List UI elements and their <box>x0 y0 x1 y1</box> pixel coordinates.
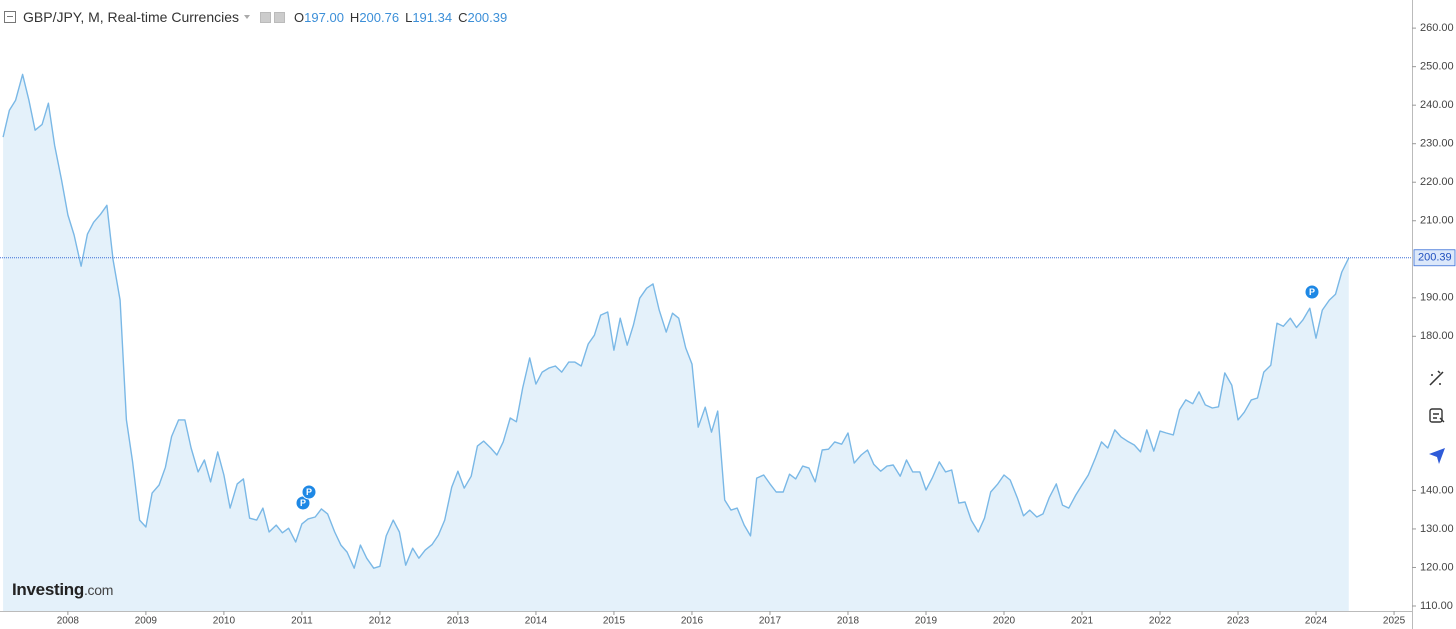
y-tick-label: 230.00 <box>1420 138 1454 150</box>
toolbar-icon <box>1429 370 1444 386</box>
y-tick-label: 240.00 <box>1420 99 1454 111</box>
toolbar-button[interactable] <box>1419 361 1455 395</box>
y-tick-label: 250.00 <box>1420 61 1454 73</box>
ohlc-key: C <box>458 10 468 25</box>
toolbar-button[interactable] <box>1419 439 1455 473</box>
ohlc-value: 197.00 <box>304 10 344 25</box>
ohlc-value: 191.34 <box>412 10 453 25</box>
x-tick-label: 2023 <box>1227 616 1250 627</box>
x-tick-label: 2008 <box>57 616 80 627</box>
area-fill <box>3 74 1349 611</box>
event-marker-label: P <box>306 487 312 497</box>
x-tick-label: 2020 <box>993 616 1016 627</box>
toolbar-icon <box>1429 448 1445 464</box>
x-tick-label: 2022 <box>1149 616 1172 627</box>
y-tick-label: 140.00 <box>1420 484 1454 496</box>
x-tick-label: 2025 <box>1383 616 1406 627</box>
ohlc-key: L <box>405 10 413 25</box>
x-tick-label: 2014 <box>525 616 548 627</box>
toolbar-icon <box>1433 413 1445 423</box>
event-marker-circle <box>301 484 317 500</box>
logo: Investing.com <box>12 580 113 600</box>
y-tick-label: 130.00 <box>1420 523 1454 535</box>
toolbar-icon <box>1429 408 1443 423</box>
chart-header: GBP/JPY, M, Real-time Currencies O197.00… <box>4 8 507 26</box>
event-marker[interactable]: P <box>1304 284 1320 300</box>
x-tick-label: 2018 <box>837 616 860 627</box>
x-tick-label: 2012 <box>369 616 392 627</box>
dropdown-caret[interactable] <box>244 15 251 19</box>
x-tick-label: 2019 <box>915 616 938 627</box>
toolbar-bg <box>1419 398 1455 432</box>
ohlc-values: O197.00 H200.76 L191.34 C200.39 <box>288 9 507 25</box>
ohlc-key: O <box>294 10 305 25</box>
x-tick-label: 2024 <box>1305 616 1328 627</box>
event-marker-label: P <box>1309 287 1315 297</box>
ohlc-value: 200.76 <box>359 10 400 25</box>
price-line <box>2 73 1350 569</box>
logo-brand: Investing <box>12 580 84 599</box>
logo-suffix: .com <box>83 582 114 598</box>
y-tick-label: 110.00 <box>1420 600 1453 612</box>
x-tick-label: 2011 <box>291 616 313 627</box>
chart-title: GBP/JPY, M, Real-time Currencies <box>23 9 240 25</box>
y-tick-label: 210.00 <box>1420 215 1454 227</box>
toolbar-button[interactable] <box>1419 398 1455 432</box>
event-marker-label: P <box>300 498 306 508</box>
close-icon[interactable] <box>274 11 286 23</box>
collapse-icon[interactable] <box>4 11 16 23</box>
y-tick-label: 180.00 <box>1420 330 1454 342</box>
settings-icon[interactable] <box>260 11 272 23</box>
y-tick-label: 190.00 <box>1420 292 1454 304</box>
y-tick-label: 120.00 <box>1420 561 1454 573</box>
x-tick-label: 2010 <box>213 616 236 627</box>
x-tick-label: 2009 <box>135 616 158 627</box>
x-tick-label: 2017 <box>759 616 782 627</box>
x-tick-label: 2021 <box>1071 616 1094 627</box>
x-tick-label: 2015 <box>603 616 626 627</box>
x-tick-label: 2016 <box>681 616 704 627</box>
y-tick-label: 260.00 <box>1420 22 1454 34</box>
event-marker[interactable]: P <box>301 484 317 500</box>
x-tick-label: 2013 <box>447 616 470 627</box>
last-price-label: 200.39 <box>1418 252 1452 264</box>
ohlc-value: 200.39 <box>467 10 508 25</box>
last-price-tag <box>1413 249 1456 267</box>
y-tick-label: 220.00 <box>1420 176 1454 188</box>
event-marker-circle <box>1304 284 1320 300</box>
ohlc-key: H <box>349 10 360 25</box>
